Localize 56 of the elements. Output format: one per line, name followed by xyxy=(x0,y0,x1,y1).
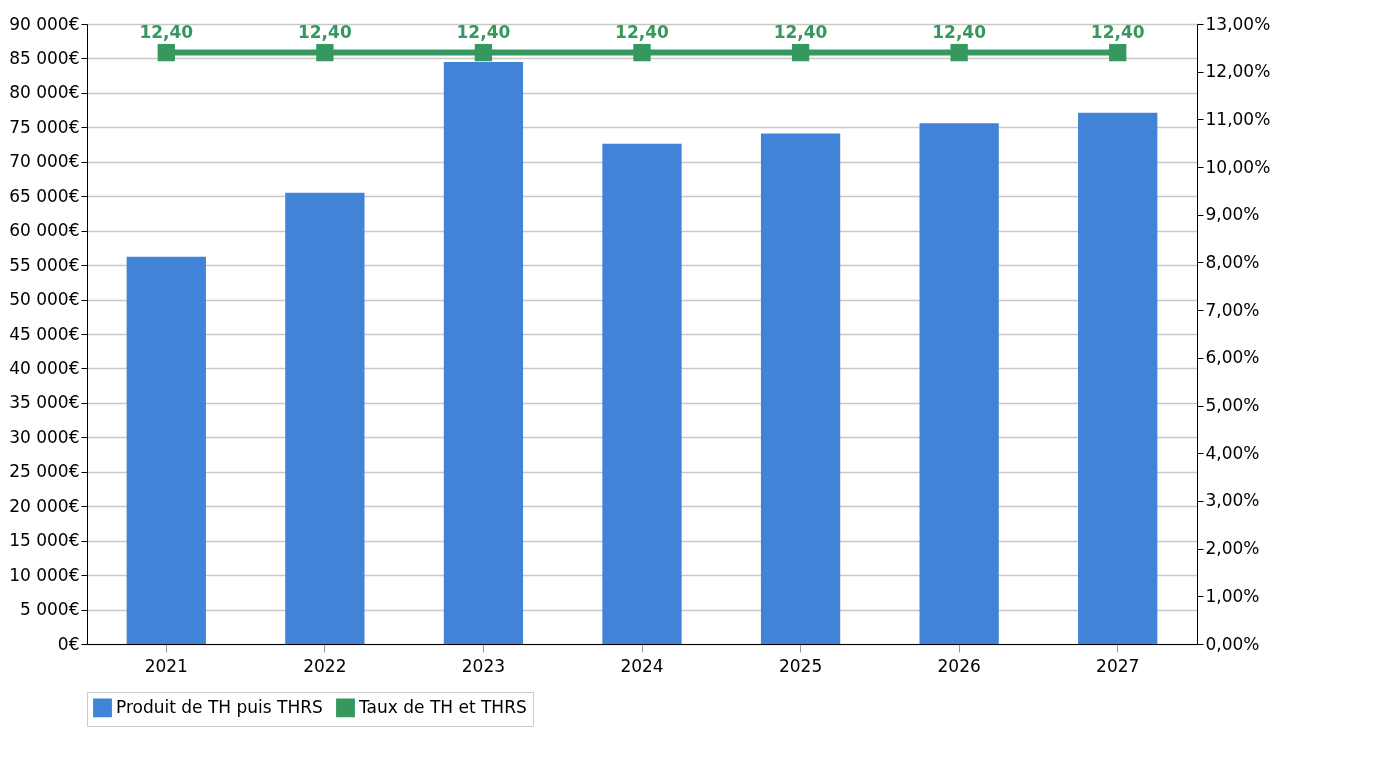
bar xyxy=(919,123,999,644)
y2-tick-label: 6,00% xyxy=(1205,347,1260,368)
y-tick-label: 55 000€ xyxy=(9,254,80,275)
x-tick-label: 2024 xyxy=(620,655,664,676)
y-tick-label: 60 000€ xyxy=(9,220,80,241)
bar xyxy=(760,133,841,644)
y-tick-label: 75 000€ xyxy=(9,116,80,137)
y2-tick-label: 11,00% xyxy=(1205,108,1271,129)
y2-tick-label: 8,00% xyxy=(1205,251,1260,272)
y2-tick-label: 9,00% xyxy=(1205,204,1260,225)
y-tick-label: 30 000€ xyxy=(9,426,80,447)
y-tick-label: 70 000€ xyxy=(9,151,80,172)
y-tick-label: 10 000€ xyxy=(9,564,80,585)
data-label: 12,40 xyxy=(139,21,194,42)
y-tick-label: 20 000€ xyxy=(9,495,80,516)
legend-label: Produit de TH puis THRS xyxy=(116,696,323,717)
data-label: 12,40 xyxy=(1090,21,1145,42)
y-tick-label: 90 000€ xyxy=(9,13,80,34)
x-tick-label: 2022 xyxy=(303,655,347,676)
x-tick-label: 2026 xyxy=(937,655,981,676)
y2-tick-label: 0,00% xyxy=(1205,633,1260,654)
data-label: 12,40 xyxy=(932,21,987,42)
y-tick-label: 0€ xyxy=(57,633,80,654)
y-tick-label: 40 000€ xyxy=(9,357,80,378)
y-tick-label: 85 000€ xyxy=(9,47,80,68)
y2-tick-label: 4,00% xyxy=(1205,442,1260,463)
y2-tick-label: 10,00% xyxy=(1205,156,1271,177)
data-label: 12,40 xyxy=(773,21,828,42)
y-tick-label: 35 000€ xyxy=(9,392,80,413)
y-tick-label: 5 000€ xyxy=(20,599,80,620)
legend-label: Taux de TH et THRS xyxy=(358,696,527,717)
y2-tick-label: 3,00% xyxy=(1205,490,1260,511)
x-tick-label: 2023 xyxy=(461,655,506,676)
bar xyxy=(126,256,206,644)
bar xyxy=(602,143,682,644)
y2-tick-label: 5,00% xyxy=(1205,395,1260,416)
y2-tick-label: 12,00% xyxy=(1205,61,1271,82)
y2-tick-label: 7,00% xyxy=(1205,299,1260,320)
data-label: 12,40 xyxy=(456,21,511,42)
data-label: 12,40 xyxy=(297,21,352,42)
y-tick-label: 45 000€ xyxy=(9,323,80,344)
bar xyxy=(1078,112,1158,644)
bar xyxy=(443,61,524,644)
y-tick-label: 50 000€ xyxy=(9,289,80,310)
y-tick-label: 25 000€ xyxy=(9,461,80,482)
x-tick-label: 2027 xyxy=(1096,655,1140,676)
y2-tick-label: 1,00% xyxy=(1205,585,1260,606)
y2-tick-label: 13,00% xyxy=(1205,13,1271,34)
y-tick-label: 80 000€ xyxy=(9,82,80,103)
y-tick-label: 65 000€ xyxy=(9,185,80,206)
bar xyxy=(285,192,365,644)
x-tick-label: 2021 xyxy=(144,655,188,676)
x-tick-label: 2025 xyxy=(778,655,823,676)
y2-tick-label: 2,00% xyxy=(1205,538,1260,559)
y-tick-label: 15 000€ xyxy=(9,530,80,551)
data-label: 12,40 xyxy=(615,21,670,42)
